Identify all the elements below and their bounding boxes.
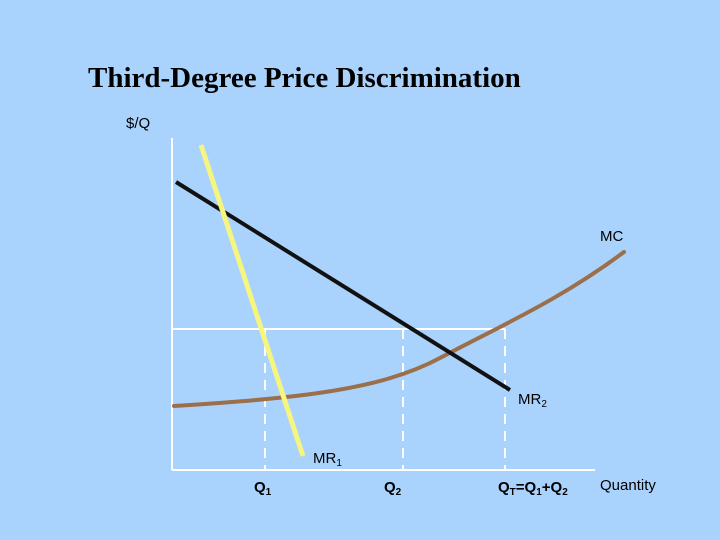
mc-curve	[172, 250, 626, 408]
q2-label: Q2	[384, 480, 401, 498]
qt-p3: +Q	[541, 479, 563, 496]
mr1-label-base: MR	[313, 450, 337, 467]
mr1-label: MR1	[313, 451, 342, 469]
diagram-title: Third-Degree Price Discrimination	[88, 62, 521, 94]
qt-p1: Q	[498, 479, 510, 496]
qt-p2: =Q	[515, 479, 537, 496]
q2-label-base: Q	[384, 479, 396, 496]
qt-s3: 2	[562, 487, 568, 498]
mr1-label-sub: 1	[336, 458, 342, 469]
mc-label: MC	[600, 228, 624, 245]
q1-label-base: Q	[254, 479, 266, 496]
mr2-label: MR2	[518, 392, 547, 410]
qt-s1: T	[509, 487, 516, 498]
q2-label-sub: 2	[395, 487, 402, 498]
mr2-line	[174, 180, 512, 392]
y-axis-label: $/Q	[126, 115, 151, 132]
mr2-label-sub: 2	[541, 399, 547, 410]
qt-label: QT=Q1+Q2	[498, 480, 568, 498]
x-axis-label: Quantity	[600, 477, 656, 494]
mr1-line	[198, 144, 306, 457]
q1-label-sub: 1	[265, 487, 272, 498]
mr2-label-base: MR	[518, 391, 542, 408]
q1-label: Q1	[254, 480, 271, 498]
qt-s2: 1	[536, 487, 542, 498]
